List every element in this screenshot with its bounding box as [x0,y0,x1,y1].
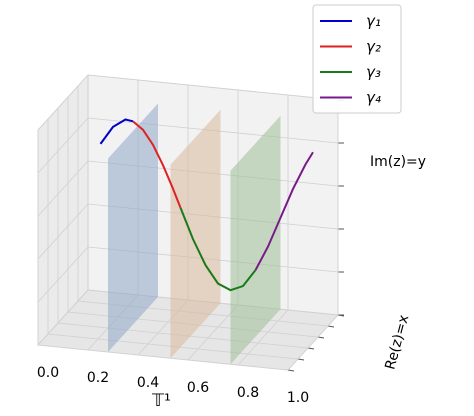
z-tick-mark [327,325,335,328]
curve [254,151,314,271]
z-tick-mark [287,369,295,372]
curve [132,120,182,209]
z-axis-label: Re(z)=x [382,313,412,371]
plane [108,103,158,352]
grid-line [237,95,289,366]
curve [99,118,134,145]
legend-label: γ₁ [366,12,381,30]
plane [170,109,221,359]
z-tick-mark [307,347,315,350]
y-axis-label: Im(z)=y [370,154,426,170]
curve [179,207,257,292]
z-tick-mark [337,314,345,317]
legend-label: γ₄ [366,89,381,107]
x-tick-label: 1.0 [287,390,309,406]
z-tick-mark [317,336,325,339]
legend-label: γ₃ [366,63,381,81]
plane [230,115,281,365]
legend-label: γ₂ [366,38,381,56]
z-tick-mark [297,358,305,361]
x-tick-label: 0.4 [137,375,159,391]
x-tick-label: 0.8 [237,385,259,401]
x-tick-label: 0.2 [87,370,109,386]
x-tick-label: 0.0 [37,365,59,381]
x-tick-label: 0.6 [187,380,209,396]
legend-box [312,4,402,114]
grid-line [37,75,89,346]
grid-line [287,100,339,371]
axes-3d: 0.0 0.2 0.4 0.6 0.8 1.0 [37,73,345,406]
x-axis-label: 𝕋¹ [151,391,171,411]
